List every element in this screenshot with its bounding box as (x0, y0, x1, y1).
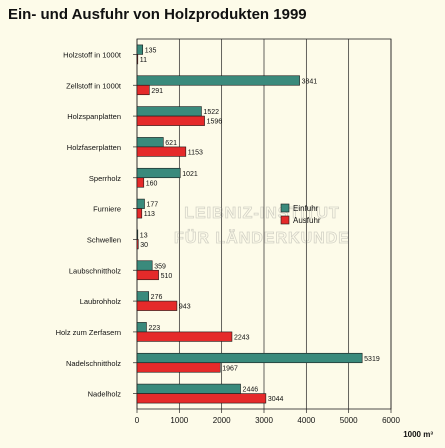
bars: 135 11 3841 291 1522 1596 621 1153 1021 160 177 113… (136, 44, 380, 404)
watermark-line: FÜR LÄNDERKUNDE (174, 228, 350, 247)
bar-einfuhr (136, 137, 164, 148)
category-label: Sperrholz (89, 174, 121, 183)
unit-label: 1000 m³ (403, 430, 433, 439)
data-label: 276 (151, 294, 163, 301)
category-label: Holzstoff in 1000t (63, 50, 122, 59)
data-label: 3044 (268, 396, 284, 403)
x-tick-label: 3000 (255, 416, 273, 425)
data-label: 160 (146, 180, 158, 187)
x-axis: 0 1000 2000 3000 4000 5000 6000 (133, 54, 400, 425)
bar-ausfuhr (136, 84, 150, 96)
bar-einfuhr (136, 198, 145, 209)
legend-swatch (280, 203, 290, 213)
x-tick-label: 1000 (170, 416, 188, 425)
data-label: 3841 (302, 78, 318, 85)
bar-ausfuhr (136, 331, 233, 342)
watermark-line: LEIBNIZ-INSTITUT (184, 205, 340, 222)
bar-ausfuhr (136, 269, 159, 281)
legend-swatch (280, 215, 290, 225)
bar-einfuhr (136, 75, 300, 86)
data-label: 30 (140, 242, 148, 249)
x-tick-label: 4000 (297, 416, 315, 425)
data-label: 1967 (222, 365, 238, 372)
data-label: 1021 (182, 171, 198, 178)
grid-lines (136, 38, 392, 410)
bar-ausfuhr (136, 54, 139, 65)
category-label: Holzfaserplatten (67, 143, 121, 152)
x-tick-label: 5000 (340, 416, 358, 425)
legend-label: Ausfuhr (293, 216, 321, 225)
chart-title: Ein- und Ausfuhr von Holzprodukten 1999 (8, 6, 307, 23)
category-labels: Holzstoff in 1000t Zellstoff in 1000t Holz… (56, 50, 122, 398)
bar-ausfuhr (136, 239, 139, 250)
bar-ausfuhr (136, 208, 143, 219)
bar-einfuhr (136, 291, 149, 302)
x-tick-label: 0 (135, 416, 140, 425)
data-label: 135 (145, 47, 157, 54)
bar-einfuhr (136, 106, 202, 117)
bar-einfuhr (136, 44, 144, 55)
bar-einfuhr (136, 322, 147, 333)
x-tick-label: 6000 (382, 416, 400, 425)
bar-einfuhr (136, 383, 241, 394)
data-label: 359 (154, 263, 166, 270)
data-label: 1596 (207, 119, 223, 126)
data-label: 177 (146, 202, 158, 209)
data-label: 943 (179, 304, 191, 311)
category-label: Laubrohholz (80, 297, 122, 306)
data-label: 11 (140, 57, 147, 64)
data-label: 1153 (188, 149, 203, 156)
category-label: Nadelholz (88, 390, 122, 399)
watermark: LEIBNIZ-INSTITUT FÜR LÄNDERKUNDE (174, 205, 350, 248)
bar-ausfuhr (136, 300, 178, 311)
data-label: 2446 (243, 387, 259, 394)
data-label: 1522 (203, 109, 219, 116)
bar-ausfuhr (136, 177, 145, 188)
legend-label: Einfuhr (293, 204, 319, 213)
data-label: 621 (165, 140, 177, 147)
bar-einfuhr (136, 352, 363, 364)
data-label: 510 (161, 273, 173, 280)
category-label: Zellstoff in 1000t (66, 81, 122, 90)
legend: Einfuhr Ausfuhr (280, 203, 321, 225)
bar-ausfuhr (136, 393, 267, 404)
bar-einfuhr (136, 229, 139, 240)
bar-einfuhr (136, 167, 181, 179)
x-tick-label: 2000 (213, 416, 231, 425)
category-label: Holzspanplatten (67, 112, 121, 121)
data-label: 2243 (234, 334, 250, 341)
category-label: Holz zum Zerfasern (56, 328, 121, 337)
data-label: 5319 (364, 356, 380, 363)
data-label: 13 (140, 232, 148, 239)
data-label: 223 (148, 325, 160, 332)
category-label: Schwellen (87, 235, 121, 244)
category-label: Laubschnittholz (69, 266, 121, 275)
bar-ausfuhr (136, 146, 187, 157)
bar-einfuhr (136, 260, 153, 271)
category-label: Nadelschnittholz (66, 359, 121, 368)
data-label: 291 (151, 88, 163, 95)
category-label: Furniere (93, 205, 121, 214)
data-label: 113 (144, 211, 155, 218)
bar-ausfuhr (136, 362, 221, 373)
bar-ausfuhr (136, 115, 205, 126)
